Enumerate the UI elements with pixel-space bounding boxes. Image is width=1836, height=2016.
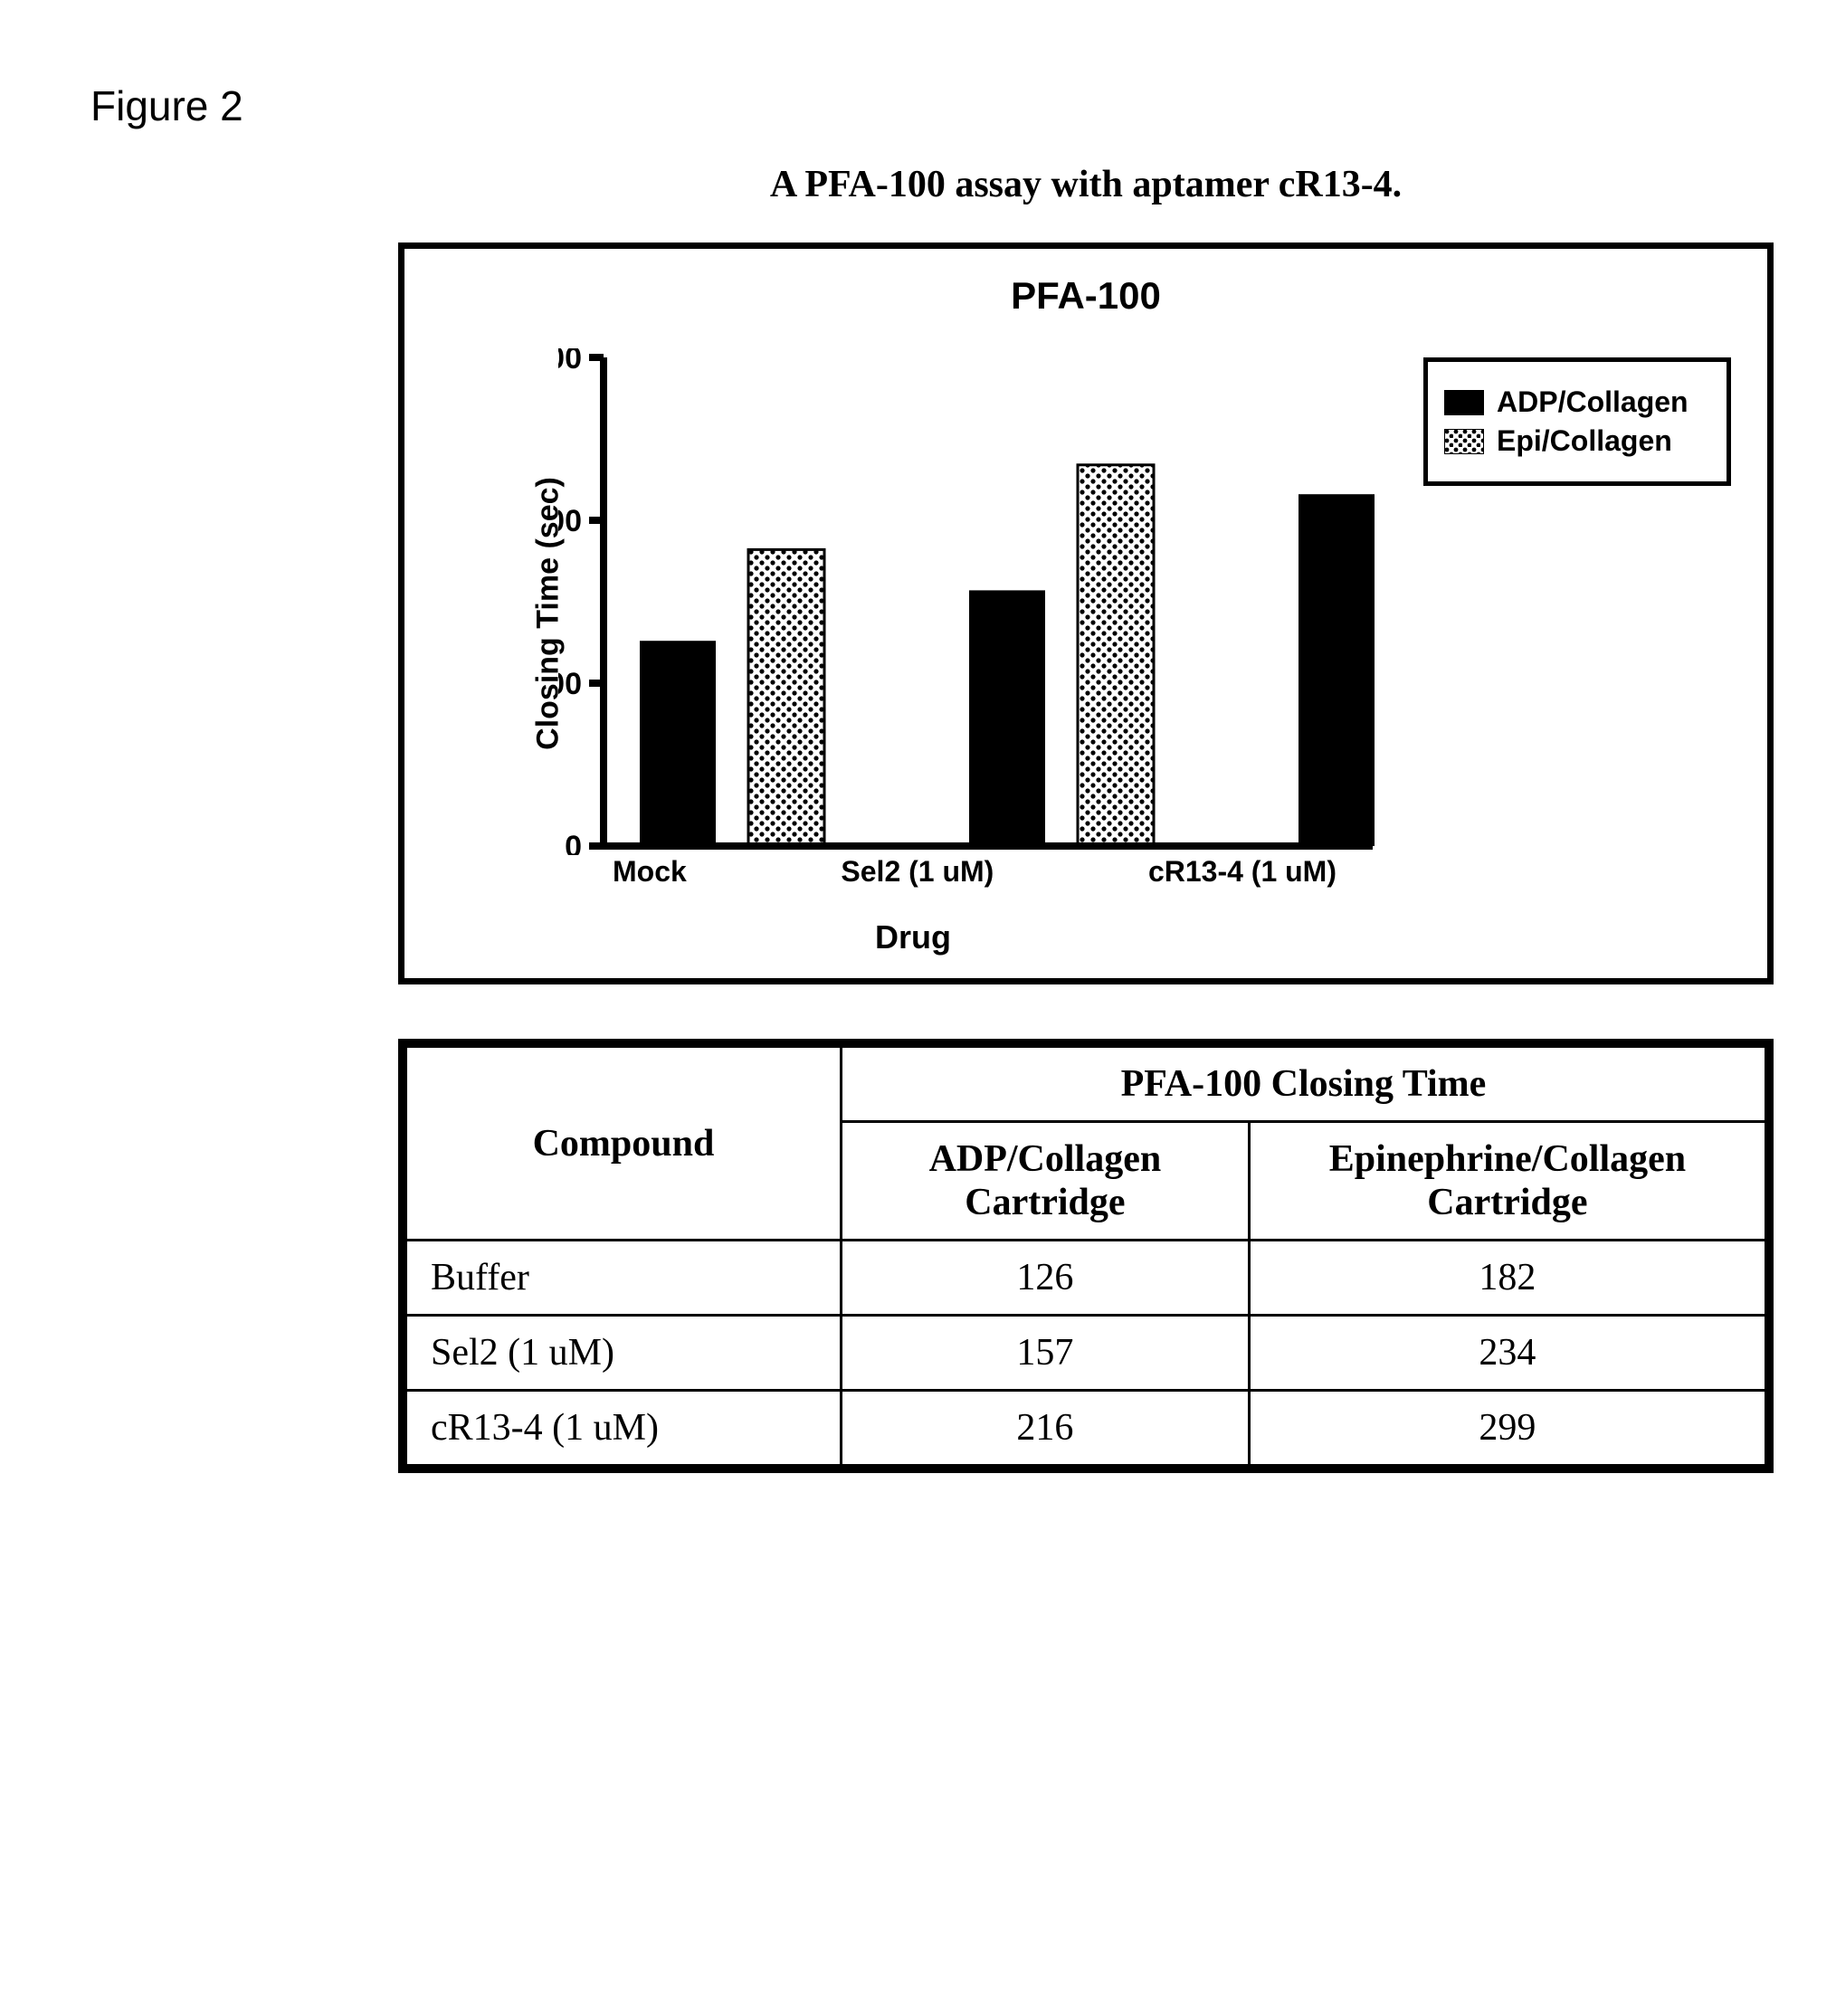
x-tick-mock: Mock bbox=[613, 855, 687, 889]
pfa100-chart: PFA-100 Closing Time (sec) 0100200300 Mo… bbox=[398, 242, 1774, 984]
cell-compound: cR13-4 (1 uM) bbox=[406, 1391, 842, 1466]
figure-content: A PFA-100 assay with aptamer cR13-4. PFA… bbox=[380, 163, 1792, 1473]
legend-label-epi: Epi/Collagen bbox=[1497, 424, 1672, 458]
col-header-adp: ADP/Collagen Cartridge bbox=[841, 1122, 1249, 1241]
data-table: Compound PFA-100 Closing Time ADP/Collag… bbox=[404, 1045, 1767, 1467]
x-axis-label: Drug bbox=[875, 918, 951, 956]
x-tick-cr134: cR13-4 (1 uM) bbox=[1148, 855, 1337, 889]
cell-compound: Buffer bbox=[406, 1241, 842, 1316]
col-header-epi: Epinephrine/Collagen Cartridge bbox=[1249, 1122, 1765, 1241]
cell-epi: 182 bbox=[1249, 1241, 1765, 1316]
svg-text:100: 100 bbox=[558, 667, 582, 701]
cell-adp: 126 bbox=[841, 1241, 1249, 1316]
table-row: cR13-4 (1 uM) 216 299 bbox=[406, 1391, 1766, 1466]
table-row: Buffer 126 182 bbox=[406, 1241, 1766, 1316]
chart-legend: ADP/Collagen Epi/Collagen bbox=[1423, 357, 1731, 486]
table-row: Sel2 (1 uM) 157 234 bbox=[406, 1316, 1766, 1391]
legend-swatch-dotted bbox=[1444, 429, 1484, 454]
svg-text:300: 300 bbox=[558, 348, 582, 376]
svg-text:200: 200 bbox=[558, 504, 582, 538]
cell-epi: 299 bbox=[1249, 1391, 1765, 1466]
legend-item-epi: Epi/Collagen bbox=[1444, 424, 1710, 458]
cell-epi: 234 bbox=[1249, 1316, 1765, 1391]
col-header-compound: Compound bbox=[406, 1047, 842, 1241]
legend-swatch-solid bbox=[1444, 390, 1484, 415]
x-axis-labels: Mock Sel2 (1 uM) cR13-4 (1 uM) bbox=[613, 855, 1337, 889]
figure-label: Figure 2 bbox=[90, 81, 243, 130]
x-tick-sel2: Sel2 (1 uM) bbox=[841, 855, 994, 889]
svg-text:0: 0 bbox=[565, 830, 582, 855]
span-header: PFA-100 Closing Time bbox=[841, 1047, 1765, 1122]
bar-chart-svg: 0 100 200 300 bbox=[558, 348, 1391, 855]
cell-compound: Sel2 (1 uM) bbox=[406, 1316, 842, 1391]
cell-adp: 216 bbox=[841, 1391, 1249, 1466]
figure-title: A PFA-100 assay with aptamer cR13-4. bbox=[380, 163, 1792, 206]
legend-label-adp: ADP/Collagen bbox=[1497, 385, 1689, 419]
closing-time-table: Compound PFA-100 Closing Time ADP/Collag… bbox=[398, 1039, 1774, 1473]
cell-adp: 157 bbox=[841, 1316, 1249, 1391]
legend-item-adp: ADP/Collagen bbox=[1444, 385, 1710, 419]
table-header-row-1: Compound PFA-100 Closing Time bbox=[406, 1047, 1766, 1122]
chart-title: PFA-100 bbox=[404, 274, 1767, 318]
